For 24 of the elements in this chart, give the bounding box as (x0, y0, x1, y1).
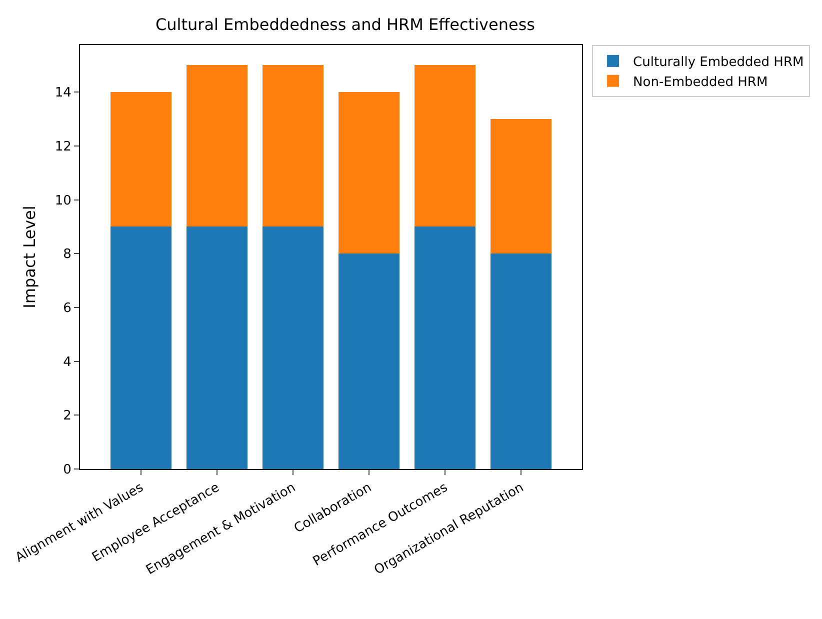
legend-label: Non-Embedded HRM (633, 74, 768, 90)
y-tick-label: 0 (63, 462, 72, 478)
y-tick-label: 12 (54, 140, 72, 154)
y-tick-label: 2 (63, 408, 72, 424)
y-axis-title: Impact Level (20, 206, 39, 308)
y-tick-label: 10 (54, 193, 72, 208)
legend-label: Culturally Embedded HRM (633, 55, 804, 70)
bar (262, 226, 324, 469)
bar (338, 92, 400, 254)
y-tick-label: 14 (54, 86, 72, 101)
bar (414, 226, 476, 469)
bar (186, 65, 248, 227)
bar (338, 254, 400, 469)
chart-title: Cultural Embeddedness and HRM Effectiveness (155, 14, 536, 34)
y-tick-label: 4 (63, 354, 72, 370)
bar (490, 119, 552, 254)
bar (262, 65, 324, 227)
y-tick-label: 6 (63, 301, 72, 316)
bar (490, 254, 552, 469)
bar (414, 65, 476, 227)
y-tick-label: 8 (63, 247, 72, 262)
bar (110, 226, 172, 469)
bar (110, 92, 172, 227)
bar (186, 226, 248, 469)
